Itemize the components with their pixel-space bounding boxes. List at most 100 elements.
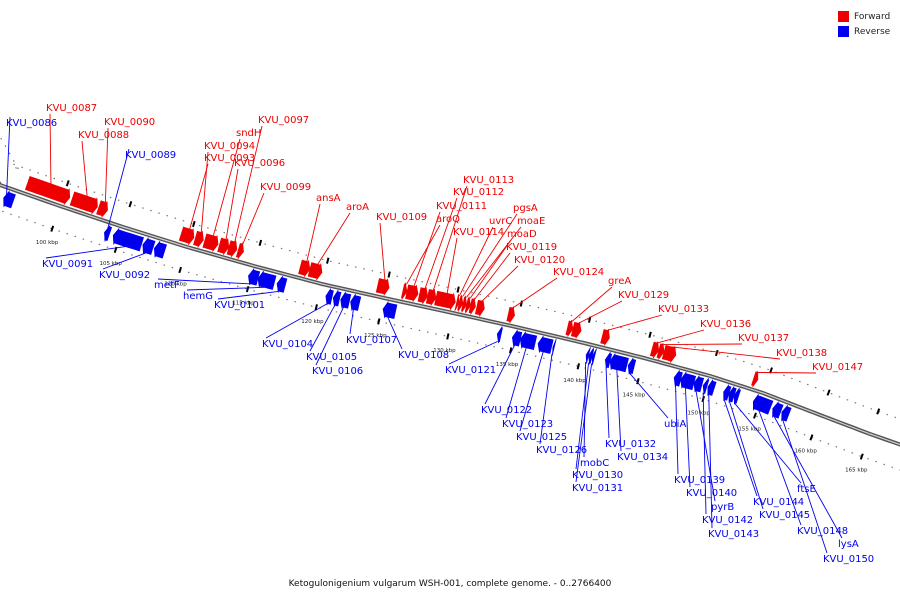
gene-label[interactable]: KVU_0133 [658, 304, 709, 315]
gene-label[interactable]: KVU_0125 [516, 432, 567, 443]
gene-arrow[interactable] [405, 284, 419, 302]
gene-label[interactable]: KVU_0091 [42, 259, 93, 270]
gene-label[interactable]: KVU_0120 [514, 255, 565, 266]
gene-label[interactable]: KVU_0134 [617, 452, 668, 463]
gene-label[interactable]: KVU_0119 [506, 242, 557, 253]
gene-arrow[interactable] [382, 301, 398, 319]
gene-arrow[interactable] [217, 237, 230, 255]
gene-label[interactable]: KVU_0089 [125, 150, 176, 161]
gene-arrow[interactable] [298, 259, 311, 277]
gene-arrow[interactable] [193, 230, 204, 248]
gene-arrow[interactable] [537, 335, 554, 354]
gene-arrow[interactable] [248, 268, 261, 286]
gene-label[interactable]: KVU_0137 [738, 333, 789, 344]
gene-label[interactable]: KVU_0092 [99, 270, 150, 281]
gene-label[interactable]: KVU_0147 [812, 362, 863, 373]
gene-arrow[interactable] [340, 291, 352, 309]
gene-arrow[interactable] [24, 176, 71, 205]
gene-arrow[interactable] [468, 297, 476, 315]
gene-label[interactable]: KVU_0121 [445, 365, 496, 376]
gene-arrow[interactable] [781, 405, 792, 422]
gene-arrow[interactable] [519, 331, 538, 350]
gene-label[interactable]: mobC [580, 458, 609, 469]
gene-arrow[interactable] [461, 295, 468, 313]
gene-label[interactable]: moaD [507, 229, 537, 240]
gene-label[interactable]: KVU_0124 [553, 267, 604, 278]
gene-arrow[interactable] [457, 294, 464, 312]
gene-label[interactable]: KVU_0088 [78, 130, 129, 141]
gene-label[interactable]: KVU_0130 [572, 470, 623, 481]
gene-label[interactable]: KVU_0148 [797, 526, 848, 537]
gene-arrow[interactable] [417, 287, 429, 304]
gene-label[interactable]: KVU_0140 [686, 488, 737, 499]
gene-arrow[interactable] [680, 371, 697, 391]
gene-arrow[interactable] [751, 370, 759, 388]
gene-arrow[interactable] [226, 240, 238, 258]
gene-arrow[interactable] [276, 276, 288, 293]
gene-label[interactable]: KVU_0086 [6, 118, 57, 129]
gene-arrow[interactable] [752, 394, 774, 415]
gene-label[interactable]: pgsA [513, 203, 538, 214]
gene-label[interactable]: lysA [838, 539, 859, 550]
gene-arrow[interactable] [772, 401, 784, 419]
gene-label[interactable]: KVU_0096 [234, 158, 285, 169]
gene-label[interactable]: ftsE [797, 484, 816, 495]
gene-label[interactable]: KVU_0093 [204, 153, 255, 164]
gene-arrow[interactable] [609, 353, 629, 373]
gene-label[interactable]: greA [608, 276, 631, 287]
gene-label[interactable]: KVU_0136 [700, 319, 751, 330]
gene-label[interactable]: moaE [517, 216, 545, 227]
gene-label[interactable]: KVU_0142 [702, 515, 753, 526]
gene-label[interactable]: KVU_0131 [572, 483, 623, 494]
gene-arrow[interactable] [257, 270, 277, 290]
gene-arrow[interactable] [202, 233, 219, 252]
gene-label[interactable]: KVU_0145 [759, 510, 810, 521]
gene-label[interactable]: pyrB [711, 502, 734, 513]
gene-label[interactable]: KVU_0087 [46, 103, 97, 114]
gene-arrow[interactable] [570, 321, 582, 339]
gene-label[interactable]: KVU_0139 [674, 475, 725, 486]
gene-arrow[interactable] [511, 329, 523, 347]
gene-arrow[interactable] [434, 290, 456, 310]
gene-label[interactable]: KVU_0108 [398, 350, 449, 361]
gene-arrow[interactable] [235, 242, 244, 259]
gene-label[interactable]: metF [154, 280, 180, 291]
gene-arrow[interactable] [656, 342, 665, 360]
gene-arrow[interactable] [707, 379, 717, 396]
gene-label[interactable]: KVU_0123 [502, 419, 553, 430]
gene-label[interactable]: KVU_0104 [262, 339, 313, 350]
gene-arrow[interactable] [702, 378, 710, 395]
gene-arrow[interactable] [425, 288, 437, 306]
gene-arrow[interactable] [112, 228, 144, 252]
gene-arrow[interactable] [733, 387, 741, 405]
gene-label[interactable]: KVU_0143 [708, 529, 759, 540]
gene-arrow[interactable] [332, 290, 342, 307]
gene-label[interactable]: KVU_0090 [104, 117, 155, 128]
gene-label[interactable]: KVU_0112 [453, 187, 504, 198]
gene-label[interactable]: aroQ [436, 214, 460, 225]
gene-label[interactable]: KVU_0111 [436, 201, 487, 212]
gene-arrow[interactable] [104, 225, 113, 242]
gene-label[interactable]: aroA [346, 202, 369, 213]
gene-arrow[interactable] [96, 200, 108, 218]
gene-arrow[interactable] [350, 293, 362, 311]
gene-label[interactable]: KVU_0107 [346, 335, 397, 346]
gene-label[interactable]: KVU_0138 [776, 348, 827, 359]
gene-arrow[interactable] [591, 348, 597, 366]
gene-arrow[interactable] [375, 278, 390, 296]
gene-label[interactable]: KVU_0099 [260, 182, 311, 193]
gene-label[interactable]: KVU_0113 [463, 175, 514, 186]
gene-label[interactable]: KVU_0150 [823, 554, 874, 565]
gene-label[interactable]: KVU_0109 [376, 212, 427, 223]
gene-arrow[interactable] [153, 241, 167, 259]
gene-label[interactable]: KVU_0097 [258, 115, 309, 126]
gene-label[interactable]: KVU_0106 [312, 366, 363, 377]
gene-arrow[interactable] [552, 338, 557, 356]
gene-arrow[interactable] [307, 262, 323, 281]
gene-arrow[interactable] [454, 294, 460, 311]
gene-label[interactable]: KVU_0126 [536, 445, 587, 456]
gene-arrow[interactable] [142, 237, 156, 255]
gene-label[interactable]: KVU_0101 [214, 300, 265, 311]
gene-label[interactable]: uvrC [489, 216, 512, 227]
gene-arrow[interactable] [600, 328, 610, 346]
